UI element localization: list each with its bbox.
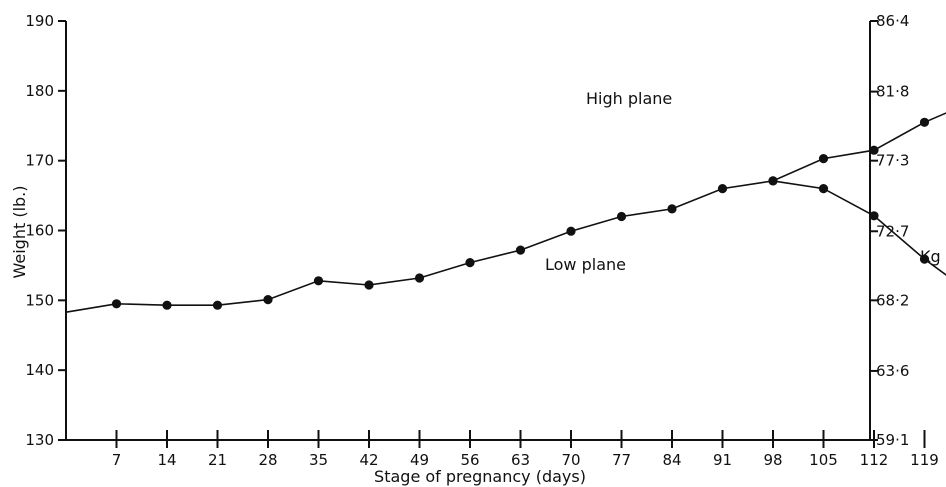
x-tick-label: 7: [112, 451, 122, 469]
high-plane-point: [616, 211, 627, 222]
high-plane-point: [364, 280, 374, 290]
x-axis-title: Stage of pregnancy (days): [374, 467, 586, 486]
y2-tick-label: 86·4: [876, 12, 909, 30]
high-plane-point: [869, 145, 879, 155]
x-tick-label: 70: [561, 451, 580, 469]
x-tick-label: 14: [157, 451, 176, 469]
y2-tick-label: 63·6: [876, 362, 909, 380]
high-plane-point: [465, 258, 475, 268]
high-plane-point: [667, 204, 677, 214]
low-plane-point: [818, 184, 829, 194]
x-tick-label: 119: [910, 451, 939, 469]
x-ticks: 7142128354249566370778491981051121191261…: [112, 430, 939, 469]
y2-tick-label: 77·3: [876, 152, 909, 170]
high-plane-point: [212, 300, 223, 310]
low-plane-point: [869, 211, 879, 221]
high-plane-point: [263, 295, 273, 305]
y-tick-label: 130: [25, 431, 54, 449]
right-y-ticks: 59·163·668·272·777·381·886·4: [870, 12, 909, 449]
x-tick-label: 49: [410, 451, 429, 469]
high-plane-point: [515, 245, 526, 255]
x-tick-label: 21: [208, 451, 227, 469]
x-tick-label: 63: [511, 451, 530, 469]
left-y-ticks: 130 140 150 160 170 180 190: [25, 12, 66, 449]
y-tick-label: 170: [25, 152, 54, 170]
high-plane-point: [818, 154, 829, 164]
y2-axis-title: Kg: [920, 247, 941, 266]
y-axis-title: Weight (lb.): [10, 186, 29, 279]
x-tick-label: 77: [612, 451, 631, 469]
series-layer: [65, 112, 946, 313]
high-plane-annotation: High plane: [586, 89, 672, 108]
y-tick-label: 160: [25, 222, 54, 240]
x-tick-label: 42: [359, 451, 378, 469]
y2-tick-label: 68·2: [876, 291, 909, 309]
x-tick-label: 98: [763, 451, 782, 469]
high-plane-point: [414, 273, 425, 283]
x-tick-label: 28: [258, 451, 277, 469]
high-plane-point: [162, 300, 172, 310]
y-tick-label: 180: [25, 82, 54, 100]
high-plane-point: [717, 184, 728, 194]
x-tick-label: 91: [713, 451, 732, 469]
y2-tick-label: 81·8: [876, 83, 909, 101]
high-plane-line: [65, 112, 946, 313]
y-tick-label: 190: [25, 12, 54, 30]
x-tick-label: 84: [662, 451, 681, 469]
low-plane-point: [919, 254, 930, 264]
low-plane-line: [772, 180, 946, 276]
x-tick-label: 56: [460, 451, 479, 469]
x-tick-label: 112: [860, 451, 889, 469]
y-tick-label: 140: [25, 361, 54, 379]
low-plane-point: [768, 176, 778, 186]
high-plane-point: [111, 299, 122, 309]
high-plane-point: [566, 226, 576, 236]
x-tick-label: 105: [809, 451, 838, 469]
y-tick-label: 150: [25, 291, 54, 309]
high-plane-point: [919, 117, 930, 127]
y2-tick-label: 59·1: [876, 431, 909, 449]
low-plane-annotation: Low plane: [545, 255, 626, 274]
x-tick-label: 35: [309, 451, 328, 469]
high-plane-point: [313, 276, 324, 286]
